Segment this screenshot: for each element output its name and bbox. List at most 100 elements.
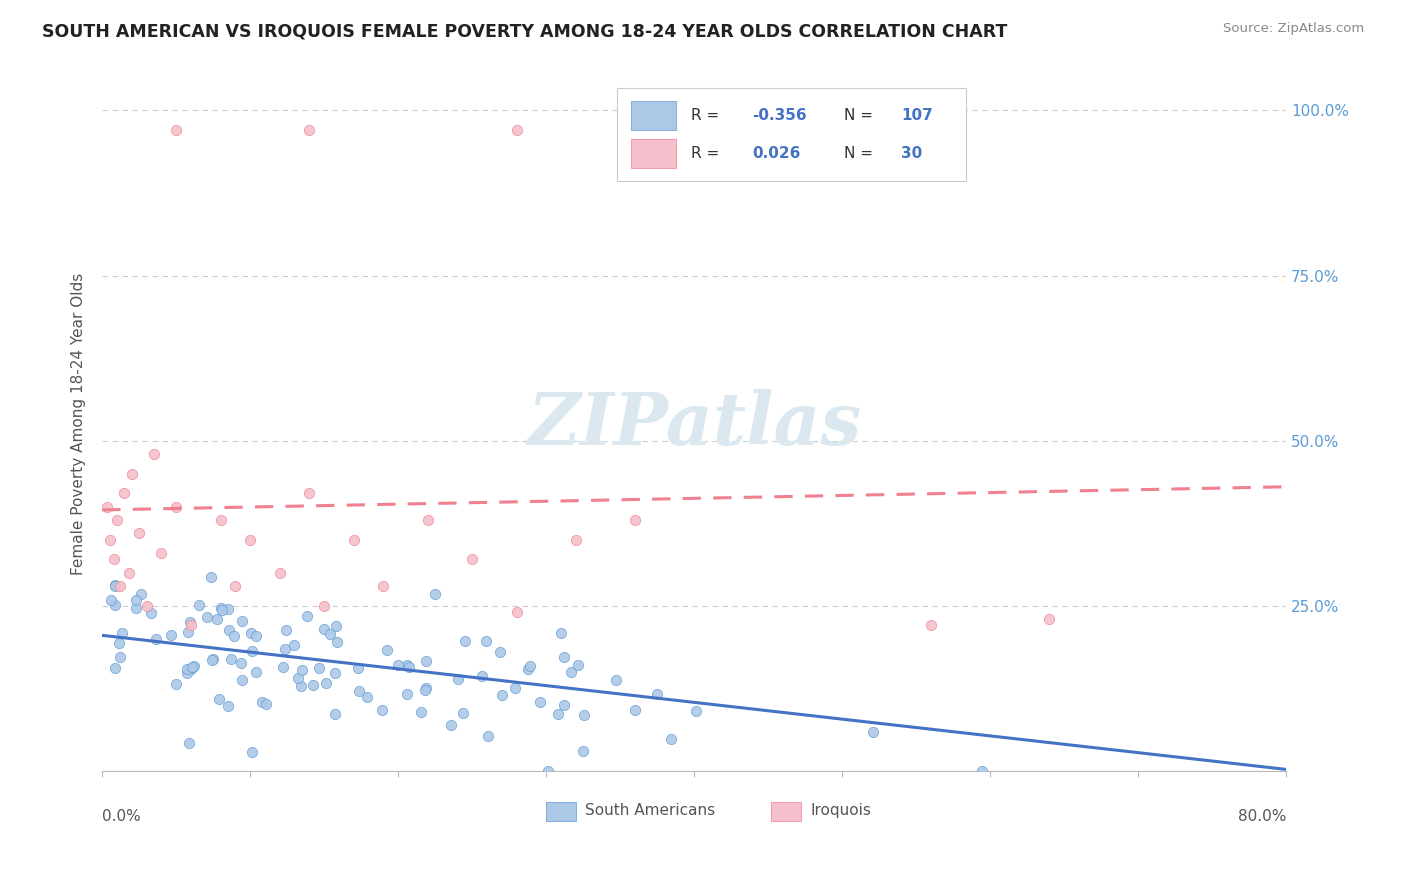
Text: N =: N = bbox=[845, 108, 879, 123]
Point bbox=[143, 447, 166, 461]
Point bbox=[447, 672, 470, 686]
Point bbox=[231, 673, 253, 687]
Point bbox=[180, 662, 202, 676]
Point bbox=[165, 677, 187, 691]
Point bbox=[274, 624, 297, 638]
Point bbox=[290, 679, 312, 693]
Point bbox=[312, 622, 335, 636]
Point bbox=[269, 566, 291, 580]
Point bbox=[287, 672, 309, 686]
Point bbox=[201, 652, 224, 666]
Point bbox=[98, 533, 121, 547]
Point bbox=[205, 612, 228, 626]
Point bbox=[972, 764, 994, 778]
Point bbox=[245, 629, 267, 643]
Point bbox=[308, 660, 330, 674]
Point bbox=[195, 609, 218, 624]
FancyBboxPatch shape bbox=[617, 87, 966, 181]
Point bbox=[560, 665, 582, 679]
Bar bbox=[631, 139, 676, 169]
Text: N =: N = bbox=[845, 146, 879, 161]
Point bbox=[129, 587, 152, 601]
Point bbox=[165, 500, 187, 514]
Point bbox=[118, 566, 141, 580]
Point bbox=[477, 729, 499, 743]
Point bbox=[239, 533, 262, 547]
Point bbox=[564, 533, 586, 547]
Point bbox=[505, 605, 527, 619]
Text: ZIPatlas: ZIPatlas bbox=[527, 389, 860, 459]
Point bbox=[550, 626, 572, 640]
Point bbox=[209, 513, 232, 527]
Point bbox=[319, 627, 342, 641]
Bar bbox=[631, 101, 676, 130]
Point bbox=[415, 654, 437, 668]
Point bbox=[440, 718, 463, 732]
Point bbox=[150, 546, 173, 560]
Point bbox=[503, 681, 526, 696]
Point bbox=[409, 706, 432, 720]
Point bbox=[325, 619, 347, 633]
Point bbox=[387, 657, 409, 672]
Text: Iroquois: Iroquois bbox=[810, 804, 870, 819]
Point bbox=[105, 513, 128, 527]
Point bbox=[489, 645, 512, 659]
Point bbox=[454, 634, 477, 648]
Point bbox=[111, 626, 134, 640]
Point bbox=[326, 635, 349, 649]
Point bbox=[218, 623, 240, 637]
Point bbox=[315, 676, 337, 690]
Point bbox=[180, 618, 202, 632]
Point bbox=[240, 745, 263, 759]
Point bbox=[302, 678, 325, 692]
Point bbox=[145, 632, 167, 647]
Point bbox=[423, 587, 446, 601]
Text: R =: R = bbox=[690, 146, 724, 161]
Bar bbox=[770, 802, 800, 822]
Point bbox=[283, 638, 305, 652]
Point bbox=[229, 656, 252, 670]
Point bbox=[108, 649, 131, 664]
Point bbox=[323, 665, 346, 680]
Point bbox=[862, 725, 884, 739]
Point bbox=[346, 661, 368, 675]
Text: 0.026: 0.026 bbox=[752, 146, 800, 161]
Point bbox=[685, 704, 707, 718]
Point bbox=[121, 467, 143, 481]
Point bbox=[135, 599, 157, 613]
Point bbox=[128, 526, 150, 541]
Point bbox=[471, 669, 494, 683]
Point bbox=[920, 618, 942, 632]
Text: 30: 30 bbox=[901, 146, 922, 161]
Point bbox=[217, 602, 239, 616]
Text: -0.356: -0.356 bbox=[752, 108, 807, 123]
Point bbox=[179, 615, 201, 630]
Text: 107: 107 bbox=[901, 108, 934, 123]
Point bbox=[165, 123, 187, 137]
Point bbox=[356, 690, 378, 705]
Point bbox=[519, 658, 541, 673]
Point bbox=[659, 731, 682, 746]
Point bbox=[343, 533, 366, 547]
Point bbox=[291, 663, 314, 677]
Point bbox=[396, 687, 419, 701]
Text: R =: R = bbox=[690, 108, 724, 123]
Point bbox=[180, 659, 202, 673]
Point bbox=[413, 683, 436, 698]
Point bbox=[222, 629, 245, 643]
Point bbox=[295, 609, 318, 624]
Point bbox=[623, 703, 645, 717]
Point bbox=[298, 123, 321, 137]
Point bbox=[373, 579, 395, 593]
Point bbox=[103, 552, 125, 566]
Point bbox=[298, 486, 321, 500]
Point bbox=[375, 643, 398, 657]
Point bbox=[370, 703, 392, 717]
Text: 80.0%: 80.0% bbox=[1237, 809, 1286, 824]
Point bbox=[176, 665, 198, 680]
Point bbox=[250, 695, 273, 709]
Point bbox=[416, 513, 439, 527]
Point bbox=[537, 764, 560, 778]
Point bbox=[645, 688, 668, 702]
Point bbox=[139, 607, 162, 621]
